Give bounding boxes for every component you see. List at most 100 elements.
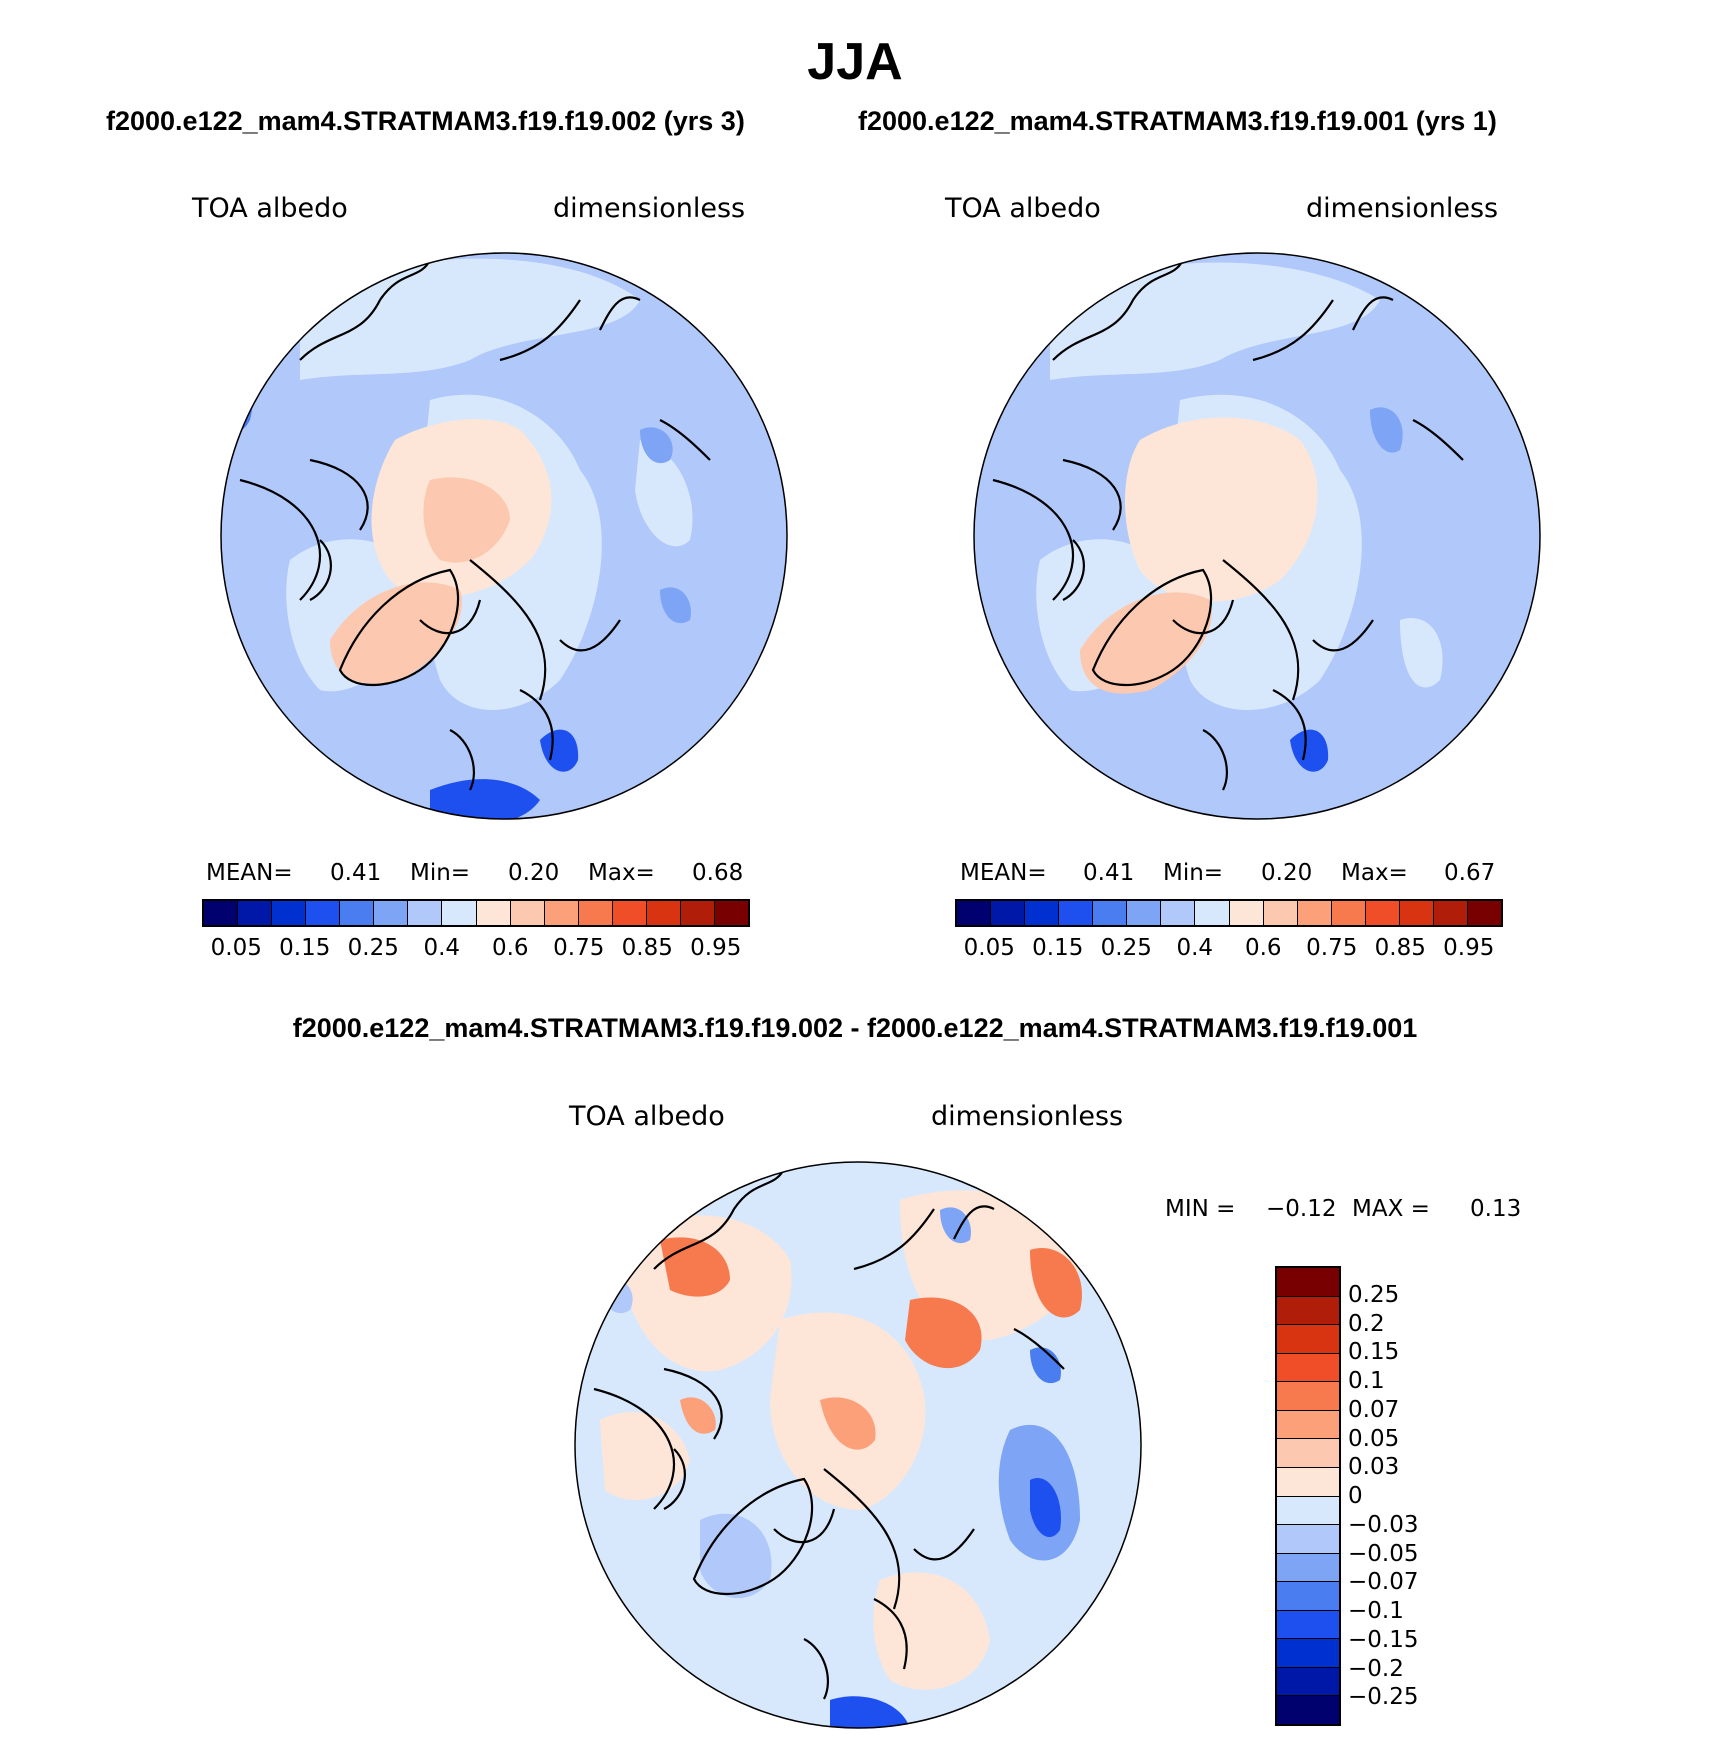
- colorbar-swatch: [646, 901, 681, 925]
- panel-1-max-label: Max=: [588, 860, 655, 886]
- colorbar-swatch: [306, 901, 341, 925]
- colorbar-swatch: [1093, 901, 1128, 925]
- colorbar-swatch: [1277, 1639, 1339, 1668]
- colorbar-tick-label: 0.1: [1348, 1368, 1385, 1394]
- colorbar-tick-label: 0.15: [1348, 1339, 1400, 1366]
- colorbar-swatch: [1399, 901, 1434, 925]
- colorbar-swatch: [1059, 901, 1094, 925]
- panel-2-max-value: 0.67: [1444, 860, 1496, 886]
- colorbar-tick-label: −0.1: [1348, 1598, 1404, 1624]
- colorbar-swatch: [272, 901, 307, 925]
- field-peach: [1125, 417, 1318, 602]
- field-blue: [1370, 407, 1403, 453]
- colorbar-swatch: [510, 901, 545, 925]
- coastlines: [593, 1168, 1065, 1700]
- colorbar-tick-label: 0.25: [1348, 1281, 1400, 1308]
- colorbar-tick-label: 0.15: [1032, 935, 1084, 961]
- field-peach: [600, 1412, 690, 1500]
- difference-max-label: MAX =: [1352, 1196, 1430, 1222]
- colorbar-swatch: [1277, 1496, 1339, 1526]
- panel-2-map-outline: [973, 252, 1541, 820]
- colorbar-swatch: [374, 901, 409, 925]
- panel-1-mean-label: MEAN=: [206, 860, 293, 886]
- field-blue: [221, 372, 253, 432]
- colorbar-swatch: [1277, 1467, 1339, 1497]
- difference-map: [575, 1162, 1141, 1728]
- colorbar-tick-label: 0.4: [1176, 935, 1214, 961]
- difference-map-outline: [574, 1161, 1142, 1729]
- panel-1-units-label: dimensionless: [553, 193, 746, 224]
- colorbar-tick-label: 0.05: [963, 935, 1015, 961]
- colorbar-swatch: [1277, 1610, 1339, 1640]
- difference-min-label: MIN =: [1165, 1196, 1236, 1222]
- difference-colorbar: [1275, 1266, 1341, 1726]
- panel-2-mean-value: 0.41: [1083, 860, 1135, 886]
- colorbar-tick-label: 0.25: [1100, 935, 1152, 961]
- field-blue: [940, 1207, 971, 1244]
- panel-1-mean-value: 0.41: [330, 860, 382, 886]
- panel-1-case-title: f2000.e122_mam4.STRATMAM3.f19.f19.002 (y…: [106, 106, 745, 136]
- colorbar-swatch: [1277, 1525, 1339, 1554]
- difference-title: f2000.e122_mam4.STRATMAM3.f19.f19.002 - …: [292, 1013, 1418, 1043]
- colorbar-swatch: [204, 901, 239, 925]
- panel-2-colorbar: [955, 899, 1503, 927]
- field-blue: [660, 587, 691, 624]
- colorbar-tick-label: −0.07: [1348, 1569, 1419, 1596]
- panel-2-variable-label: TOA albedo: [945, 193, 1101, 224]
- difference-variable-label: TOA albedo: [569, 1101, 725, 1132]
- colorbar-tick-label: 0: [1348, 1483, 1363, 1509]
- colorbar-swatch: [612, 901, 647, 925]
- panel-2-units-label: dimensionless: [1306, 193, 1499, 224]
- colorbar-swatch: [1433, 901, 1468, 925]
- colorbar-swatch: [991, 901, 1026, 925]
- greenland-field: [330, 582, 462, 684]
- field-orange: [905, 1297, 982, 1369]
- colorbar-tick-label: 0.2: [1348, 1310, 1385, 1337]
- colorbar-swatch: [1277, 1382, 1339, 1411]
- colorbar-swatch: [1277, 1296, 1339, 1326]
- field-salmon: [423, 477, 510, 563]
- greenland-coastline: [338, 568, 460, 687]
- colorbar-swatch: [1025, 901, 1060, 925]
- colorbar-tick-label: 0.75: [1306, 935, 1358, 961]
- colorbar-swatch: [442, 901, 477, 925]
- colorbar-tick-label: 0.25: [347, 935, 399, 961]
- field-light-blue: [635, 440, 693, 547]
- colorbar-swatch: [680, 901, 715, 925]
- difference-min-value: −0.12: [1266, 1196, 1337, 1222]
- colorbar-swatch: [1277, 1268, 1339, 1297]
- page-title: JJA: [807, 33, 903, 91]
- colorbar-swatch: [578, 901, 613, 925]
- field-salmon: [820, 1397, 876, 1450]
- field-peach: [873, 1572, 990, 1690]
- panel-2-max-label: Max=: [1341, 860, 1408, 886]
- field-dark-blue: [1290, 729, 1329, 772]
- difference-units-label: dimensionless: [931, 1101, 1124, 1132]
- coastlines: [992, 259, 1464, 791]
- panel-1-map: [221, 253, 787, 819]
- field-dark-blue: [1030, 1478, 1061, 1538]
- colorbar-swatch: [1277, 1667, 1339, 1697]
- field-dark-blue: [430, 779, 540, 819]
- colorbar-tick-label: −0.2: [1348, 1655, 1404, 1682]
- colorbar-swatch: [1277, 1582, 1339, 1611]
- panel-1-colorbar: [202, 899, 750, 927]
- colorbar-swatch: [1161, 901, 1196, 925]
- field-blue: [640, 427, 673, 464]
- colorbar-swatch: [1277, 1439, 1339, 1468]
- field-blue: [1030, 1347, 1061, 1384]
- colorbar-swatch: [1277, 1553, 1339, 1583]
- panel-1-max-value: 0.68: [692, 860, 744, 886]
- colorbar-swatch: [1277, 1353, 1339, 1383]
- colorbar-tick-label: 0.95: [1443, 935, 1495, 961]
- colorbar-swatch: [1229, 901, 1264, 925]
- colorbar-tick-label: −0.25: [1348, 1684, 1419, 1711]
- colorbar-tick-label: −0.05: [1348, 1540, 1419, 1567]
- panel-2-mean-label: MEAN=: [960, 860, 1047, 886]
- colorbar-swatch: [714, 901, 748, 925]
- colorbar-swatch: [957, 901, 992, 925]
- colorbar-tick-label: 0.4: [423, 935, 461, 961]
- panel-2-map: [974, 253, 1540, 819]
- field-light-blue: [1400, 618, 1443, 688]
- field-dark-blue: [540, 729, 579, 772]
